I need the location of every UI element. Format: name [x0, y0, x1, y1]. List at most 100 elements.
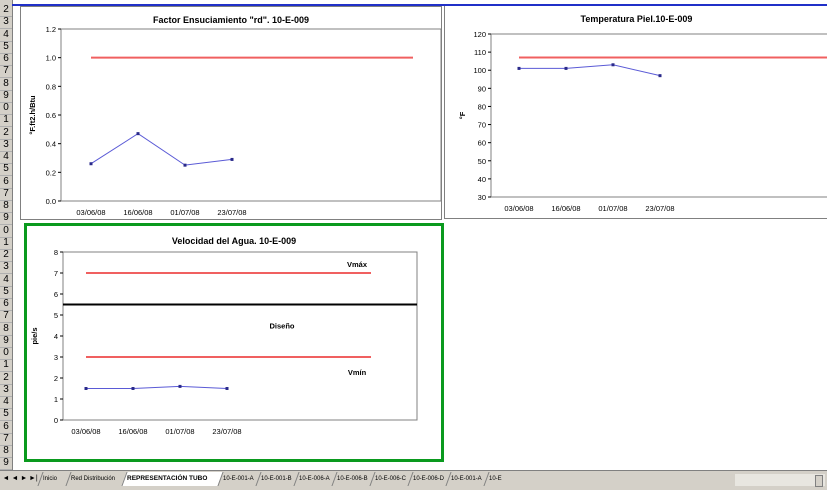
y-axis-label: pie/s: [30, 327, 39, 344]
y-tick-label: 80: [478, 102, 486, 111]
row-number[interactable]: 4: [0, 396, 12, 409]
last-sheet-button[interactable]: ►|: [29, 475, 38, 482]
reference-line-label: Vmín: [348, 368, 367, 377]
row-number[interactable]: 5: [0, 41, 12, 54]
row-number[interactable]: 9: [0, 335, 12, 348]
x-tick-label: 16/06/08: [118, 427, 147, 436]
data-point: [178, 384, 182, 388]
row-number[interactable]: 3: [0, 16, 12, 30]
sheet-tab-label: 10-E-006-D: [413, 476, 445, 482]
data-point: [89, 162, 93, 166]
chart-svg: 0 1 2 3 4 5 6 7 8 pie/s 03/06/08 16/06/08 01/07/08 23…: [30, 248, 418, 436]
next-sheet-button[interactable]: ►: [20, 475, 28, 482]
row-number[interactable]: 0: [0, 225, 12, 238]
row-number[interactable]: 7: [0, 433, 12, 446]
y-tick-label: 60: [478, 139, 486, 148]
row-number[interactable]: 7: [0, 65, 12, 79]
x-tick-label: 03/06/08: [504, 204, 533, 213]
row-number[interactable]: 5: [0, 286, 12, 299]
data-point: [517, 66, 521, 70]
chart-svg: 0.0 0.2 0.4 0.6 0.8 1.0 1.2 °F.ft2.h/Btu 03/06/0…: [28, 25, 441, 217]
chart-skin-temperature[interactable]: Temperatura Piel.10-E-009 30 40 50 60 70 80 90…: [444, 6, 827, 219]
x-tick-label: 03/06/08: [76, 208, 105, 217]
first-sheet-button[interactable]: ◄: [2, 475, 10, 482]
data-point: [136, 132, 140, 136]
chart-fouling-factor[interactable]: Factor Ensuciamiento "rd". 10-E-009 0.0 0…: [20, 6, 442, 220]
y-tick-label: 1.2: [46, 25, 56, 34]
row-number[interactable]: 2: [0, 249, 12, 262]
reference-line-label: Vmáx: [347, 260, 368, 269]
y-tick-label: 1.0: [46, 54, 56, 63]
chart-title: Temperatura Piel.10-E-009: [580, 14, 693, 24]
y-tick-label: 1: [54, 395, 58, 404]
row-number[interactable]: 2: [0, 127, 12, 140]
sheet-tab[interactable]: 10-E: [483, 472, 512, 486]
y-tick-label: 30: [478, 193, 486, 202]
row-number[interactable]: 2: [0, 372, 12, 385]
prev-sheet-button[interactable]: ◄: [11, 475, 19, 482]
row-number[interactable]: 2: [0, 4, 12, 17]
data-point: [658, 74, 662, 78]
x-tick-label: 23/07/08: [217, 208, 246, 217]
y-axis-label: °F.ft2.h/Btu: [28, 95, 37, 135]
row-number[interactable]: 6: [0, 421, 12, 434]
data-point: [131, 387, 135, 390]
row-number[interactable]: 3: [0, 261, 12, 275]
data-point: [611, 63, 615, 67]
y-tick-label: 0.6: [46, 111, 56, 120]
row-number[interactable]: 9: [0, 212, 12, 226]
row-number[interactable]: 8: [0, 78, 12, 91]
y-tick-label: 3: [54, 353, 58, 362]
y-tick-label: 0.4: [46, 140, 56, 149]
row-number[interactable]: 1: [0, 237, 12, 250]
row-number[interactable]: 5: [0, 163, 12, 177]
row-number[interactable]: 9: [0, 457, 12, 470]
row-number[interactable]: 6: [0, 53, 12, 66]
x-tick-label: 23/07/08: [645, 204, 674, 213]
sheet-tab[interactable]: REPRESENTACIÓN TUBO: [121, 472, 224, 486]
row-number[interactable]: 3: [0, 384, 12, 397]
row-number[interactable]: 8: [0, 445, 12, 458]
sheet-tab-label: 10-E-001-B: [261, 476, 292, 482]
data-point: [564, 66, 568, 70]
row-number[interactable]: 6: [0, 298, 12, 311]
row-number[interactable]: 1: [0, 359, 12, 373]
sheet-tab-label: 10-E-001-A: [451, 476, 482, 482]
chart-title: Velocidad del Agua. 10-E-009: [171, 236, 297, 246]
scrollbar-thumb[interactable]: [815, 475, 823, 487]
x-tick-label: 03/06/08: [71, 427, 100, 436]
sheet-tab[interactable]: Red Distribución: [65, 472, 128, 486]
y-tick-label: 120: [473, 30, 486, 39]
row-number[interactable]: 6: [0, 176, 12, 189]
row-number[interactable]: 7: [0, 188, 12, 201]
sheet-tab-label: 10-E-006-C: [375, 476, 407, 482]
row-number[interactable]: 7: [0, 310, 12, 324]
chart-title: Factor Ensuciamiento "rd". 10-E-009: [152, 15, 310, 25]
plot-area: [62, 251, 418, 421]
row-number[interactable]: 8: [0, 323, 12, 336]
series-line: [86, 385, 228, 389]
row-number[interactable]: 0: [0, 102, 12, 115]
row-number[interactable]: 4: [0, 151, 12, 164]
y-axis-label: °F: [458, 111, 467, 119]
horizontal-scrollbar[interactable]: [735, 474, 825, 487]
row-number[interactable]: 4: [0, 29, 12, 42]
row-number[interactable]: 3: [0, 139, 12, 152]
x-tick-label: 01/07/08: [170, 208, 199, 217]
y-tick-label: 100: [473, 66, 486, 75]
plot-area: [60, 28, 441, 202]
row-number[interactable]: 0: [0, 347, 12, 360]
row-number[interactable]: 1: [0, 114, 12, 128]
chart-water-velocity[interactable]: Velocidad del Agua. 10-E-009 0 1 2 3 4 5 6 7 8 pi…: [24, 223, 444, 462]
x-tick-label: 16/06/08: [551, 204, 580, 213]
y-tick-label: 4: [54, 332, 58, 341]
sheet-tab-label: Red Distribución: [71, 476, 116, 482]
sheet-tab-label: 10-E-006-B: [337, 476, 368, 482]
data-point: [183, 163, 187, 167]
row-number[interactable]: 5: [0, 408, 12, 422]
row-number[interactable]: 9: [0, 90, 12, 103]
row-number[interactable]: 8: [0, 200, 12, 213]
sheet-tab-label: Inicio: [43, 476, 58, 482]
row-number[interactable]: 4: [0, 274, 12, 287]
